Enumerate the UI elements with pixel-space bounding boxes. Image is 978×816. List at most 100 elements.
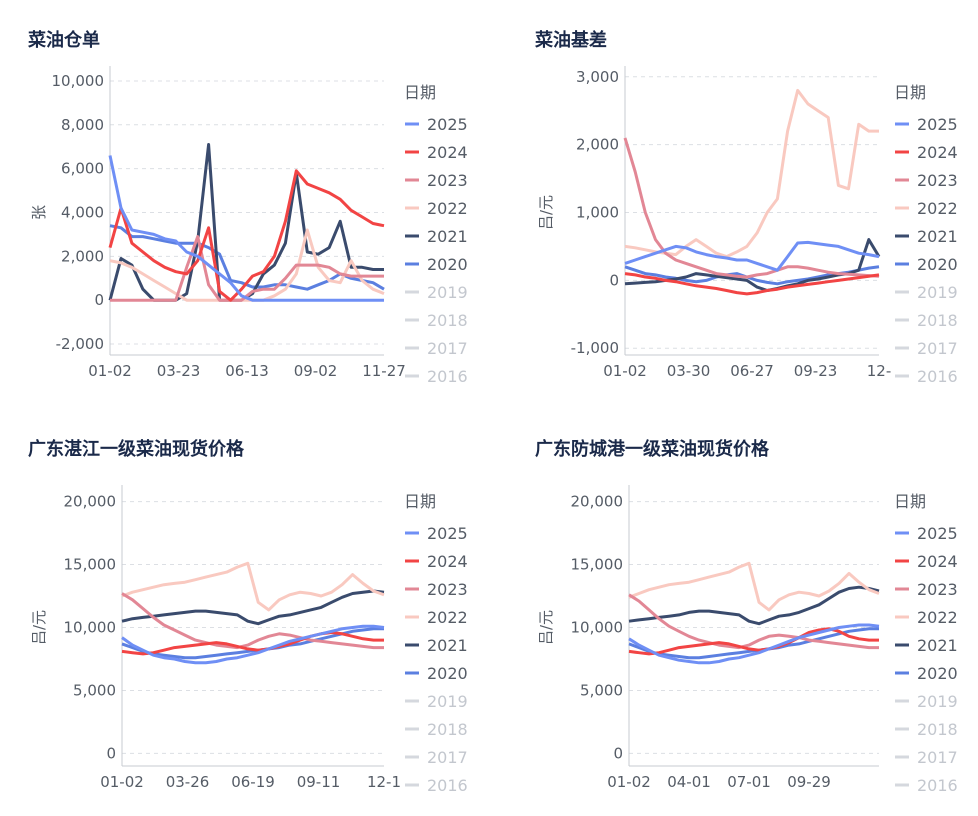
legend-entry-2025[interactable]: 2025 bbox=[427, 524, 468, 543]
legend-entry-2020[interactable]: 2020 bbox=[917, 664, 958, 683]
series-line-2025 bbox=[624, 240, 880, 272]
chart-panel-fangchenggang-spot-price: 0 5,000 10,000 15,000 20,000 01-02 04-01 07-01 0… bbox=[507, 409, 978, 816]
chart-svg-0: -2,000 0 2,000 4,000 6,000 8,000 10,000 01-02 03… bbox=[30, 66, 468, 386]
legend-entry-2021[interactable]: 2021 bbox=[917, 227, 958, 246]
series-line-2024 bbox=[121, 631, 384, 656]
legend-entry-2023[interactable]: 2023 bbox=[427, 171, 468, 190]
legend-entry-2024[interactable]: 2024 bbox=[427, 552, 468, 571]
x-tick-label: 06-13 bbox=[225, 362, 269, 380]
series-line-2024 bbox=[624, 272, 880, 296]
legend-entry-2023[interactable]: 2023 bbox=[917, 171, 958, 190]
legend-entry-2017[interactable]: 2017 bbox=[917, 748, 958, 767]
legend-entry-2025[interactable]: 2025 bbox=[917, 115, 958, 134]
x-tick-label: 09-11 bbox=[297, 773, 341, 791]
series-line-2025 bbox=[628, 623, 880, 665]
legend-entry-2023[interactable]: 2023 bbox=[427, 580, 468, 599]
legend-entry-2020[interactable]: 2020 bbox=[917, 255, 958, 274]
series-line-2022 bbox=[109, 228, 385, 302]
legend-entry-2024[interactable]: 2024 bbox=[917, 143, 958, 162]
legend-entry-2018[interactable]: 2018 bbox=[427, 720, 468, 739]
series-line-2022 bbox=[628, 561, 880, 612]
y-tick-label: 6,000 bbox=[61, 160, 104, 178]
series-line-2023 bbox=[628, 593, 879, 650]
y-tick-label: 5,000 bbox=[73, 681, 116, 699]
legend-entry-2018[interactable]: 2018 bbox=[427, 311, 468, 330]
y-tick-label: 1,000 bbox=[576, 204, 619, 222]
chart-svg-2: 0 5,000 10,000 15,000 20,000 01-02 03-26 06-19 0… bbox=[30, 485, 468, 795]
x-tick-label: 11-27 bbox=[362, 362, 406, 380]
x-tick-label: 01-02 bbox=[88, 362, 132, 380]
legend-entry-2025[interactable]: 2025 bbox=[427, 115, 468, 134]
chart-title: 菜油基差 bbox=[535, 30, 607, 51]
series-line-2024 bbox=[628, 627, 879, 656]
y-tick-label: 10,000 bbox=[52, 72, 105, 90]
legend-entry-2023[interactable]: 2023 bbox=[917, 580, 958, 599]
y-tick-label: -1,000 bbox=[571, 339, 619, 357]
legend-entry-2018[interactable]: 2018 bbox=[917, 720, 958, 739]
legend-entry-2017[interactable]: 2017 bbox=[427, 339, 468, 358]
y-tick-label: 10,000 bbox=[64, 619, 117, 637]
legend-entry-2022[interactable]: 2022 bbox=[917, 199, 958, 218]
legend-title: 日期 bbox=[404, 83, 436, 102]
x-tick-label: 06-19 bbox=[231, 773, 275, 791]
legend-entry-2021[interactable]: 2021 bbox=[917, 636, 958, 655]
x-tick-label: 01-02 bbox=[100, 773, 144, 791]
x-tick-label: 12-1 bbox=[367, 773, 401, 791]
legend-entry-2017[interactable]: 2017 bbox=[917, 339, 958, 358]
y-tick-label: 2,000 bbox=[61, 247, 104, 265]
legend-entry-2019[interactable]: 2019 bbox=[427, 283, 468, 302]
y-tick-label: 3,000 bbox=[576, 68, 619, 86]
legend-entry-2022[interactable]: 2022 bbox=[427, 608, 468, 627]
series-line-2024 bbox=[108, 169, 385, 302]
legend-entry-2021[interactable]: 2021 bbox=[427, 636, 468, 655]
y-axis-label: 张 bbox=[30, 205, 48, 220]
legend-entry-2022[interactable]: 2022 bbox=[917, 608, 958, 627]
legend-title: 日期 bbox=[404, 492, 436, 511]
legend-entry-2025[interactable]: 2025 bbox=[917, 524, 958, 543]
legend-entry-2019[interactable]: 2019 bbox=[427, 692, 468, 711]
legend-entry-2020[interactable]: 2020 bbox=[427, 664, 468, 683]
chart-svg-1: -1,000 0 1,000 2,000 3,000 01-02 03-30 06-27 09-… bbox=[537, 66, 958, 386]
legend-entry-2024[interactable]: 2024 bbox=[917, 552, 958, 571]
x-tick-label: 09-23 bbox=[794, 362, 838, 380]
legend-entry-2019[interactable]: 2019 bbox=[917, 692, 958, 711]
series-line-2021 bbox=[121, 589, 385, 626]
y-tick-label: 15,000 bbox=[571, 556, 624, 574]
y-tick-label: 20,000 bbox=[571, 493, 624, 511]
chart-panel-zhanjiang-spot-price: 0 5,000 10,000 15,000 20,000 01-02 03-26 06-19 0… bbox=[0, 409, 489, 816]
legend-entry-2017[interactable]: 2017 bbox=[427, 748, 468, 767]
y-tick-label: 0 bbox=[609, 271, 619, 289]
legend-title: 日期 bbox=[894, 83, 926, 102]
x-tick-label: 09-29 bbox=[787, 773, 831, 791]
legend-entry-2016[interactable]: 2016 bbox=[427, 776, 468, 795]
y-tick-label: 0 bbox=[613, 744, 623, 762]
y-tick-label: 5,000 bbox=[580, 681, 623, 699]
legend-entry-2020[interactable]: 2020 bbox=[427, 255, 468, 274]
x-tick-label: 09-02 bbox=[294, 362, 338, 380]
y-tick-label: 20,000 bbox=[64, 493, 117, 511]
chart-svg-3: 0 5,000 10,000 15,000 20,000 01-02 04-01 07-01 0… bbox=[537, 485, 958, 795]
series-line-2023 bbox=[121, 592, 384, 650]
legend-entry-2022[interactable]: 2022 bbox=[427, 199, 468, 218]
x-tick-label: 03-23 bbox=[157, 362, 201, 380]
chart-title: 广东防城港一级菜油现货价格 bbox=[535, 439, 769, 460]
y-axis-label: 吕/元 bbox=[537, 195, 555, 230]
series-line-2023 bbox=[110, 235, 384, 302]
legend-entry-2016[interactable]: 2016 bbox=[917, 367, 958, 386]
x-tick-label: 07-01 bbox=[727, 773, 771, 791]
chart-title: 菜油仓单 bbox=[28, 30, 100, 51]
legend-entry-2021[interactable]: 2021 bbox=[427, 227, 468, 246]
y-axis-label: 吕/元 bbox=[30, 610, 48, 645]
series-line-2025 bbox=[121, 624, 385, 665]
y-tick-label: 0 bbox=[94, 291, 104, 309]
legend-entry-2019[interactable]: 2019 bbox=[917, 283, 958, 302]
y-tick-label: 15,000 bbox=[64, 556, 117, 574]
y-tick-label: 2,000 bbox=[576, 136, 619, 154]
y-axis-label: 吕/元 bbox=[537, 610, 555, 645]
legend-entry-2018[interactable]: 2018 bbox=[917, 311, 958, 330]
legend-entry-2016[interactable]: 2016 bbox=[427, 367, 468, 386]
legend-entry-2024[interactable]: 2024 bbox=[427, 143, 468, 162]
chart-panel-canola-basis: -1,000 0 1,000 2,000 3,000 01-02 03-30 06-27 09-… bbox=[507, 0, 978, 407]
legend-entry-2016[interactable]: 2016 bbox=[917, 776, 958, 795]
chart-panel-canola-warehouse-receipts: -2,000 0 2,000 4,000 6,000 8,000 10,000 01-02 03… bbox=[0, 0, 489, 407]
